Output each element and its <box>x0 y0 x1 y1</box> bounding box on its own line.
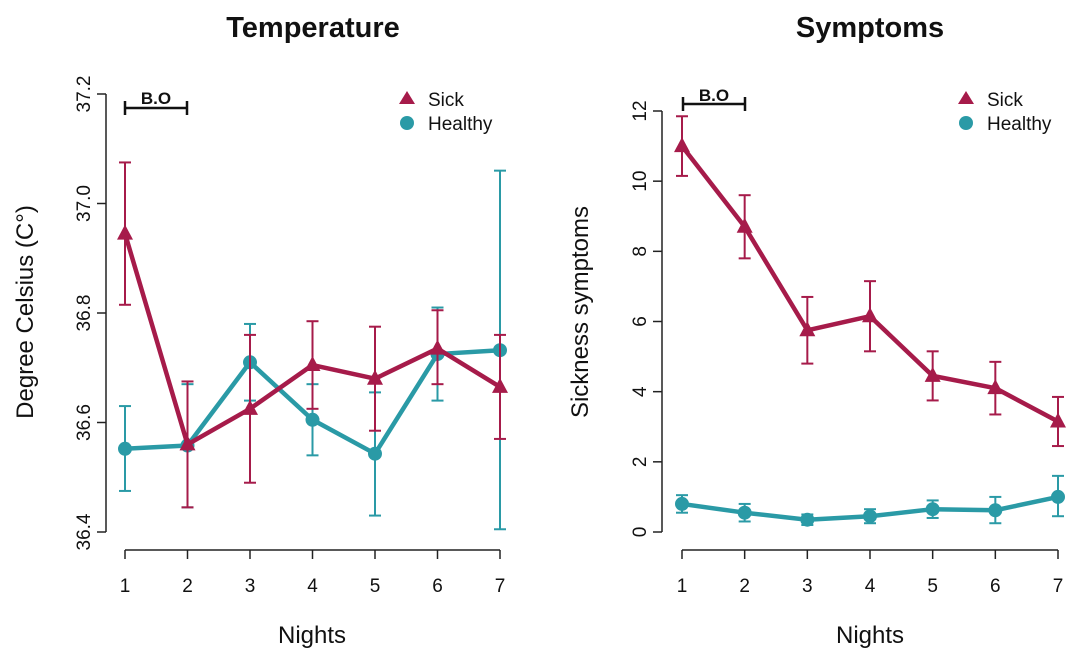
x-tick-label: 1 <box>120 576 131 597</box>
legend-sick-marker <box>399 91 415 104</box>
y-tick-label: 37.2 <box>74 76 95 113</box>
sick-point <box>429 339 446 355</box>
y-tick-label: 36.6 <box>74 404 95 441</box>
temperature-panel: Temperature Nights Degree Celsius (C°) 3… <box>12 12 508 649</box>
healthy-point <box>988 503 1003 518</box>
healthy-point <box>800 512 815 527</box>
symptoms-bo-label: B.O <box>699 86 729 105</box>
legend-healthy-marker <box>959 116 973 130</box>
legend-sick-marker <box>958 91 974 104</box>
sick-point <box>924 366 941 382</box>
x-tick-label: 2 <box>182 576 193 597</box>
y-tick-label: 6 <box>630 316 651 327</box>
y-tick-label: 36.8 <box>74 295 95 332</box>
x-tick-label: 4 <box>865 576 876 597</box>
sick-point <box>492 377 508 393</box>
temperature-bo-annotation: B.O <box>123 89 189 115</box>
temperature-plot-area <box>117 161 508 531</box>
x-tick-label: 1 <box>677 576 688 597</box>
symptoms-title: Symptoms <box>796 12 944 44</box>
sick-point <box>799 321 816 337</box>
legend-sick-label: Sick <box>428 90 464 111</box>
healthy-point <box>1051 489 1065 504</box>
healthy-point <box>737 505 752 520</box>
x-tick-label: 5 <box>927 576 938 597</box>
temperature-legend: Sick Healthy <box>399 90 493 135</box>
symptoms-plot-area <box>674 115 1066 527</box>
temperature-bo-label: B.O <box>141 89 171 108</box>
sick-point <box>862 307 878 323</box>
symptoms-y-axis-label: Sickness symptoms <box>567 206 594 418</box>
healthy-point <box>925 502 940 517</box>
legend-sick-label: Sick <box>987 90 1023 111</box>
healthy-point <box>368 446 382 461</box>
x-tick-label: 6 <box>990 576 1001 597</box>
healthy-point <box>863 509 877 524</box>
x-tick-label: 7 <box>1053 576 1064 597</box>
x-tick-label: 7 <box>495 576 506 597</box>
legend-healthy-marker <box>400 116 414 130</box>
symptoms-x-axis-label: Nights <box>836 622 904 649</box>
x-tick-label: 6 <box>432 576 443 597</box>
sick-point <box>1050 412 1066 428</box>
sick-point <box>367 369 383 385</box>
temperature-x-axis-label: Nights <box>278 622 346 649</box>
y-tick-label: 2 <box>630 457 651 468</box>
symptoms-legend: Sick Healthy <box>958 90 1052 135</box>
temperature-axes: 36.4 36.6 36.8 37.0 37.2 1 2 3 4 5 6 7 <box>74 76 505 597</box>
y-tick-label: 4 <box>630 386 651 397</box>
sick-point <box>117 224 133 240</box>
x-tick-label: 3 <box>802 576 813 597</box>
y-tick-label: 0 <box>630 527 651 538</box>
sick-point <box>304 356 321 372</box>
x-tick-label: 3 <box>245 576 256 597</box>
sick-point <box>674 137 690 153</box>
sick-point <box>179 435 196 451</box>
y-tick-label: 12 <box>630 100 651 121</box>
sick-point <box>736 217 753 233</box>
temperature-y-axis-label: Degree Celsius (C°) <box>12 205 39 419</box>
sick-point <box>242 399 258 415</box>
temperature-title: Temperature <box>226 12 400 44</box>
healthy-point <box>675 496 689 511</box>
y-tick-label: 37.0 <box>74 185 95 222</box>
x-tick-label: 2 <box>739 576 750 597</box>
y-tick-label: 10 <box>630 171 651 192</box>
legend-healthy-label: Healthy <box>987 114 1052 135</box>
healthy-point <box>118 441 132 456</box>
symptoms-bo-annotation: B.O <box>681 86 747 111</box>
symptoms-panel: Symptoms Nights Sickness symptoms 0 2 4 6 8 1… <box>567 12 1066 649</box>
x-tick-label: 5 <box>370 576 381 597</box>
legend-healthy-label: Healthy <box>428 114 493 135</box>
healthy-point <box>305 412 320 427</box>
y-tick-label: 8 <box>630 246 651 257</box>
y-tick-label: 36.4 <box>74 513 95 550</box>
x-tick-label: 4 <box>307 576 318 597</box>
sick-point <box>987 379 1004 395</box>
